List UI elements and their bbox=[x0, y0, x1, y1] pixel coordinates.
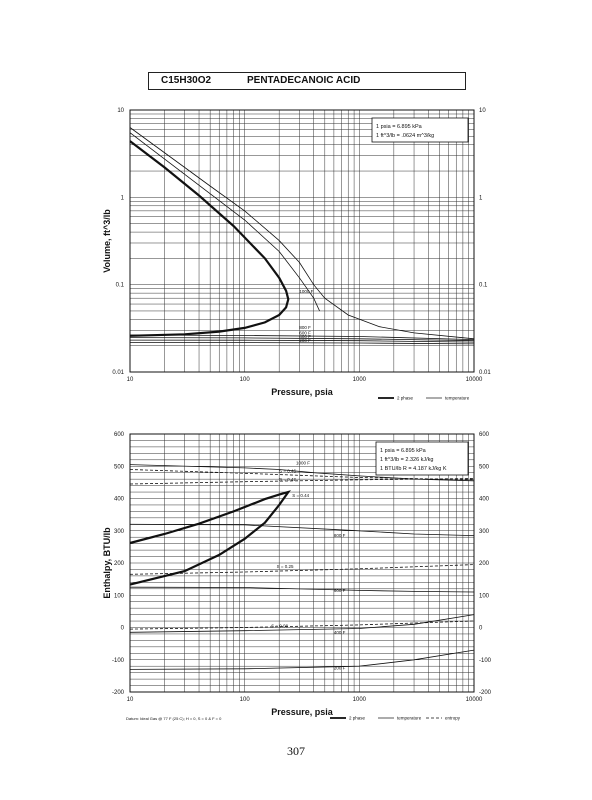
series-line bbox=[129, 490, 291, 586]
y-tick-label-right: 0.1 bbox=[479, 283, 488, 289]
curve-label: 600 F bbox=[299, 330, 311, 335]
series-line bbox=[129, 614, 475, 633]
series-line bbox=[129, 469, 475, 481]
plot-frame bbox=[129, 109, 475, 373]
y-tick-label-right: -100 bbox=[479, 658, 492, 664]
x-tick-label: 1000 bbox=[353, 697, 367, 703]
series-line bbox=[129, 127, 475, 340]
y-tick-label-right: 10 bbox=[479, 108, 486, 114]
x-axis-label: Pressure, psia bbox=[271, 387, 334, 397]
y-tick-label-left: 1 bbox=[121, 195, 125, 201]
curve-label: S = 0.46 bbox=[279, 469, 296, 474]
curve-label: 600 F bbox=[334, 588, 346, 593]
legend-entry: entropy bbox=[445, 716, 461, 721]
y-tick-label-left: 400 bbox=[114, 497, 125, 503]
y-tick-label-right: 0.01 bbox=[479, 370, 491, 376]
unit-note-line: 1 ft^3/lb = .0624 m^3/kg bbox=[376, 133, 434, 139]
curve-label: 400 F bbox=[299, 334, 311, 339]
y-axis-label: Volume, ft^3/lb bbox=[102, 209, 112, 273]
series-line bbox=[129, 339, 475, 343]
x-tick-label: 1000 bbox=[353, 377, 367, 383]
curve-label: S = 0.25 bbox=[277, 564, 294, 569]
unit-note-box bbox=[375, 441, 469, 476]
compound-name: PENTADECANOIC ACID bbox=[247, 75, 361, 86]
curve-label: 200 F bbox=[299, 338, 311, 343]
curve-label: 800 F bbox=[334, 533, 346, 538]
legend-entry: temperature bbox=[397, 716, 422, 721]
series-line bbox=[129, 586, 475, 593]
curve-label: 200 F bbox=[334, 665, 346, 670]
chart-1: 10 100 1000 100000.010.11100.010.1110Pressu… bbox=[102, 108, 491, 401]
y-tick-label-left: 500 bbox=[114, 464, 125, 470]
curve-label: S = 0.44 bbox=[292, 493, 309, 498]
series-line bbox=[129, 334, 475, 340]
unit-note-line: 1 ft^3/lb = 2.326 kJ/kg bbox=[380, 457, 434, 463]
y-tick-label-left: 200 bbox=[114, 561, 125, 567]
y-tick-label-left: 300 bbox=[114, 529, 125, 535]
unit-note-line: 1 BTU/lb R = 4.187 kJ/kg K bbox=[380, 466, 447, 472]
datum-footnote: Datum: Ideal Gas @ 77 F (25 C); H = 0, S… bbox=[126, 716, 222, 721]
series-line bbox=[129, 564, 475, 575]
series-line bbox=[129, 337, 475, 342]
y-tick-label-right: 200 bbox=[479, 561, 490, 567]
series-line bbox=[129, 140, 290, 337]
page-number: 307 bbox=[287, 744, 305, 758]
series-line bbox=[129, 649, 475, 670]
y-tick-label-right: 1 bbox=[479, 195, 483, 201]
curve-label: S = 0.42 bbox=[279, 477, 296, 482]
curve-label: 1000 F bbox=[296, 461, 310, 466]
series-line bbox=[129, 620, 475, 630]
compound-formula: C15H30O2 bbox=[161, 75, 212, 86]
y-tick-label-left: 10 bbox=[117, 108, 124, 114]
series-line bbox=[129, 464, 475, 482]
curve-label: 800 F bbox=[299, 325, 311, 330]
curve-label: 1000 F bbox=[299, 289, 313, 294]
y-tick-label-left: 0.01 bbox=[112, 370, 124, 376]
unit-note-box bbox=[371, 117, 469, 143]
x-tick-label: 10000 bbox=[466, 377, 483, 383]
y-tick-label-left: -100 bbox=[112, 658, 125, 664]
y-tick-label-left: 0 bbox=[121, 626, 125, 632]
curve-label: 400 F bbox=[334, 630, 346, 635]
unit-note-line: 1 psia = 6.895 kPa bbox=[376, 124, 423, 130]
y-tick-label-right: 100 bbox=[479, 593, 490, 599]
x-tick-label: 10000 bbox=[466, 697, 483, 703]
series-line bbox=[129, 341, 475, 345]
y-tick-label-right: 500 bbox=[479, 464, 490, 470]
y-tick-label-left: -200 bbox=[112, 690, 125, 696]
series-line bbox=[129, 132, 320, 312]
x-axis-label: Pressure, psia bbox=[271, 707, 334, 717]
legend-entry: 2 phase bbox=[349, 716, 366, 721]
x-tick-label: 100 bbox=[240, 697, 251, 703]
plot-frame bbox=[129, 433, 475, 693]
y-tick-label-right: -200 bbox=[479, 690, 492, 696]
y-tick-label-right: 400 bbox=[479, 497, 490, 503]
legend-entry: temperature bbox=[445, 396, 470, 401]
series-line bbox=[129, 523, 475, 536]
y-axis-label: Enthalpy, BTU/lb bbox=[102, 527, 112, 599]
y-tick-label-right: 600 bbox=[479, 432, 490, 438]
y-tick-label-right: 300 bbox=[479, 529, 490, 535]
y-tick-label-left: 0.1 bbox=[116, 283, 125, 289]
y-tick-label-left: 100 bbox=[114, 593, 125, 599]
x-tick-label: 100 bbox=[240, 377, 251, 383]
series-line bbox=[129, 478, 475, 485]
chart-title-box: C15H30O2 PENTADECANOIC ACID bbox=[148, 72, 466, 90]
chart-2: 10 100 1000 10000-200-100010020030040050060… bbox=[102, 432, 492, 721]
y-tick-label-right: 0 bbox=[479, 626, 483, 632]
x-tick-label: 10 bbox=[127, 377, 134, 383]
unit-note-line: 1 psia = 6.895 kPa bbox=[380, 448, 427, 454]
x-tick-label: 10 bbox=[127, 697, 134, 703]
y-tick-label-left: 600 bbox=[114, 432, 125, 438]
curve-label: S = 0.08 bbox=[271, 624, 288, 629]
legend-entry: 2 phase bbox=[397, 396, 414, 401]
